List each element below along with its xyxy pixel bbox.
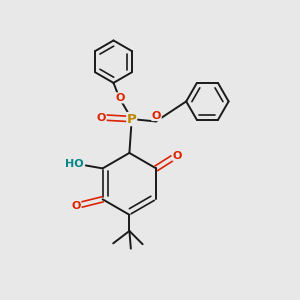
Text: P: P <box>127 112 136 126</box>
Text: O: O <box>71 201 81 211</box>
Text: O: O <box>115 93 125 103</box>
Text: O: O <box>152 110 161 121</box>
Text: HO: HO <box>65 159 84 169</box>
Text: O: O <box>97 112 106 123</box>
Text: O: O <box>173 151 182 161</box>
